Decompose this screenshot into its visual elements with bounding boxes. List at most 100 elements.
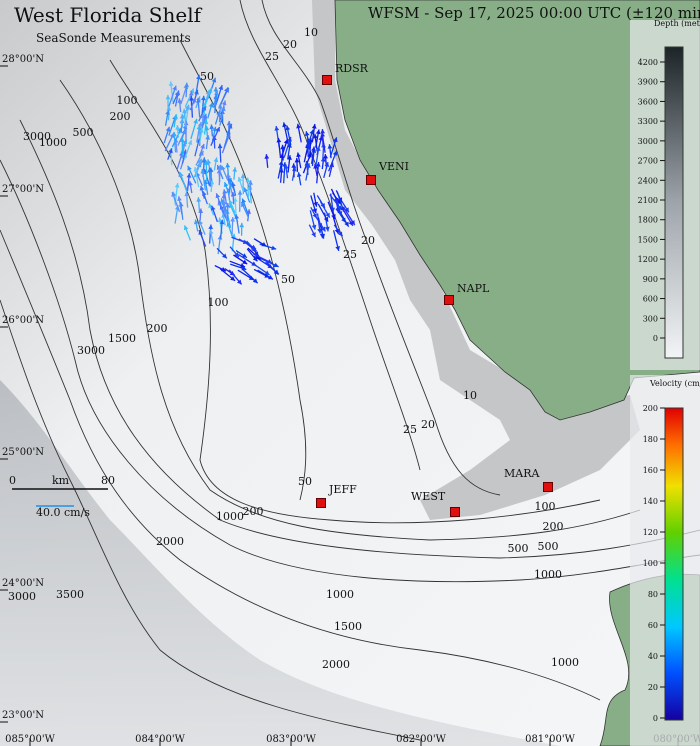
vector-head xyxy=(198,230,203,236)
vector-head xyxy=(172,85,177,91)
vector-head xyxy=(203,119,209,125)
vector-head xyxy=(209,124,215,130)
vector-head xyxy=(208,229,214,235)
lat-label: 28°00'N xyxy=(2,54,44,65)
vector-head xyxy=(241,202,246,208)
vector-head xyxy=(231,181,236,187)
vector-head xyxy=(179,137,185,142)
vector-head xyxy=(200,143,205,149)
velocity-tick-label: 140 xyxy=(643,497,658,506)
vector-head xyxy=(246,209,252,214)
vector-head xyxy=(172,131,177,137)
vector-head xyxy=(222,189,228,194)
contour-label: 10 xyxy=(304,26,318,39)
vector-head xyxy=(274,269,279,275)
vector-head xyxy=(237,190,243,195)
vector-head xyxy=(248,180,253,185)
vector-head xyxy=(179,172,184,178)
vector-head xyxy=(201,158,207,163)
vector-head xyxy=(217,164,223,170)
vector-head xyxy=(184,82,190,88)
station-marker xyxy=(316,498,326,508)
vector-head xyxy=(251,261,257,266)
vector-head xyxy=(177,127,183,133)
vector-head xyxy=(226,120,232,126)
contour-label: 20 xyxy=(361,234,375,247)
station-label: JEFF xyxy=(328,483,357,496)
vector-head xyxy=(264,154,270,159)
scale-start: 0 xyxy=(9,474,16,487)
lon-label: 082°00'W xyxy=(396,734,447,745)
contour-label: 500 xyxy=(508,542,529,555)
vector-head xyxy=(240,263,246,268)
contour-label: 1500 xyxy=(108,332,136,345)
contour-25 xyxy=(239,0,421,471)
vector-head xyxy=(278,160,284,166)
contour-label: 1500 xyxy=(334,620,362,633)
vector-head xyxy=(222,253,227,259)
vector-head xyxy=(332,150,338,156)
vector-head xyxy=(210,205,216,211)
vector-head xyxy=(309,129,315,135)
vector-head xyxy=(165,126,171,132)
depth-tick-label: 3600 xyxy=(638,97,658,106)
vector-head xyxy=(294,157,300,163)
vector-head xyxy=(332,137,338,143)
vector-head xyxy=(186,173,192,178)
vector-head xyxy=(228,177,233,183)
contour-2000 xyxy=(0,229,601,701)
vector-head xyxy=(311,224,317,230)
station-label: VENI xyxy=(378,160,409,173)
depth-tick-label: 600 xyxy=(643,295,658,304)
vector-head xyxy=(307,152,312,158)
depth-tick-label: 1800 xyxy=(638,216,658,225)
vector-head xyxy=(202,113,208,119)
contour-label: 100 xyxy=(117,94,138,107)
header-info: WFSM - Sep 17, 2025 00:00 UTC (±120 min) xyxy=(368,4,700,22)
vector-head xyxy=(234,252,239,258)
vector-label: 40.0 cm/s xyxy=(36,506,90,519)
vector-head xyxy=(296,123,301,129)
velocity-tick-label: 60 xyxy=(648,621,658,630)
station-label: RDSR xyxy=(335,62,369,75)
vector-head xyxy=(201,105,207,111)
vector-head xyxy=(175,90,181,96)
velocity-tick-label: 100 xyxy=(643,559,658,568)
vector-head xyxy=(218,85,224,91)
vector-head xyxy=(287,143,292,148)
station-label: NAPL xyxy=(457,282,490,295)
vector-head xyxy=(311,232,316,238)
vector-head xyxy=(304,131,310,137)
vector-head xyxy=(254,251,259,257)
contour-label: 20 xyxy=(421,418,435,431)
lat-label: 27°00'N xyxy=(2,184,44,195)
scale-unit: km xyxy=(52,474,70,487)
vector-head xyxy=(241,253,247,258)
contour-500 xyxy=(19,119,700,559)
vector-head xyxy=(198,128,204,133)
vector-head xyxy=(280,144,286,150)
contour-label: 200 xyxy=(543,520,564,533)
contour-label: 1000 xyxy=(326,588,354,601)
vector-head xyxy=(223,182,229,188)
contour-label: 100 xyxy=(208,296,229,309)
vector-head xyxy=(171,192,176,197)
lat-label: 24°00'N xyxy=(2,578,44,589)
vector-head xyxy=(203,179,209,185)
vector-head xyxy=(217,217,223,223)
vector-head xyxy=(165,94,171,100)
vector-head xyxy=(313,133,318,139)
depth-tick-label: 4200 xyxy=(638,58,658,67)
depth-tick-label: 0 xyxy=(653,334,658,343)
velocity-tick-label: 40 xyxy=(648,652,658,661)
vector-head xyxy=(324,226,330,232)
vector-head xyxy=(177,196,182,202)
vector-head xyxy=(184,104,190,110)
velocity-tick-label: 180 xyxy=(643,435,658,444)
vector-head xyxy=(327,144,333,149)
vector-head xyxy=(219,219,225,225)
vector-head xyxy=(311,146,316,152)
vector-head xyxy=(206,159,212,165)
vector-head xyxy=(252,278,258,284)
